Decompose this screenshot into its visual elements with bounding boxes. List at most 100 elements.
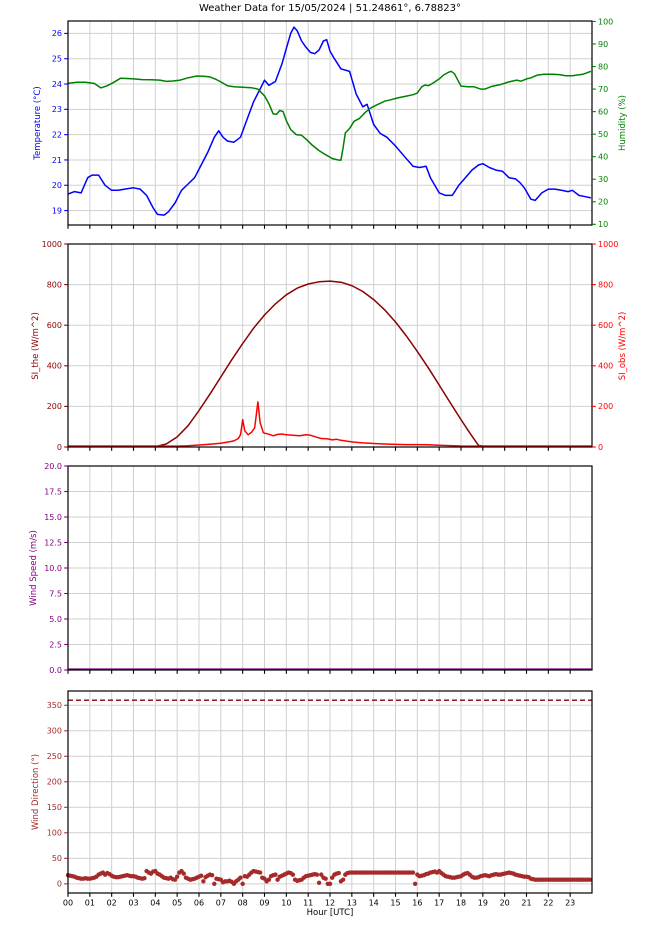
si-obs-axis-label: SI_obs (W/m^2)	[618, 311, 628, 381]
scatter-point	[257, 870, 263, 875]
x-tick-label: 16	[412, 899, 422, 908]
x-tick-label: 13	[347, 899, 357, 908]
series-temperature	[67, 26, 592, 216]
left-tick-label: 10.0	[44, 564, 62, 573]
left-tick-label: 20.0	[44, 462, 62, 471]
x-tick-label: 12	[325, 899, 335, 908]
scatter-point	[319, 872, 324, 877]
scatter-point	[410, 870, 416, 875]
right-tick-label: 400	[598, 362, 613, 371]
figure-title: Weather Data for 15/05/2024 | 51.24861°,…	[198, 3, 462, 14]
x-tick-label: 21	[521, 899, 531, 908]
scatter-point	[314, 872, 320, 877]
si-the-axis-label: SI_the (W/m^2)	[31, 312, 41, 380]
series-humidity	[67, 70, 592, 162]
scatter-point	[181, 871, 186, 876]
x-tick-label: 08	[238, 899, 248, 908]
left-tick-label: 0	[57, 443, 62, 452]
scatter-point	[412, 881, 418, 887]
scatter-point	[329, 875, 335, 880]
x-tick-label: 15	[390, 899, 400, 908]
x-tick-label: 00	[63, 899, 73, 908]
right-tick-label: 600	[598, 321, 613, 330]
x-tick-label: 05	[172, 899, 182, 908]
scatter-point	[273, 872, 278, 877]
series-si_obs	[68, 401, 592, 447]
left-tick-label: 600	[47, 321, 62, 330]
left-tick-label: 2.5	[49, 640, 62, 649]
right-tick-label: 10	[598, 220, 608, 229]
x-tick-label: 17	[434, 899, 444, 908]
x-tick-label: 10	[281, 899, 291, 908]
left-tick-label: 25	[52, 55, 62, 64]
right-tick-label: 30	[598, 175, 608, 184]
temperature-axis-label: Temperature (°C)	[33, 86, 43, 160]
wind-speed-axis-label: Wind Speed (m/s)	[29, 530, 39, 606]
left-tick-label: 800	[47, 280, 62, 289]
subplot-temperature-humidity: 19 20 21 22 23 24 25 26 10 20 30 40 50 60 70 80 90 100	[52, 17, 613, 229]
left-tick-label: 0.0	[49, 666, 62, 675]
x-tick-label: 14	[369, 899, 379, 908]
left-tick-label: 17.5	[44, 487, 62, 496]
x-tick-label: 04	[150, 899, 160, 908]
subplot-wind-direction: 0 50 100 150 200 250 300 350 00 01 02 03 04 05 06 07 08 0…	[47, 690, 593, 908]
scatter-point	[266, 877, 272, 882]
left-tick-label: 400	[47, 362, 62, 371]
left-tick-label: 12.5	[44, 538, 62, 547]
scatter-point	[240, 881, 245, 887]
left-tick-label: 21	[52, 156, 62, 165]
right-tick-label: 0	[598, 443, 603, 452]
right-tick-label: 20	[598, 198, 608, 207]
x-tick-label: 23	[565, 899, 575, 908]
right-tick-label: 60	[598, 107, 608, 116]
right-tick-label: 70	[598, 85, 608, 94]
scatter-point	[316, 880, 322, 885]
scatter-point	[209, 872, 215, 878]
right-tick-label: 80	[598, 62, 608, 71]
left-tick-label: 19	[52, 206, 62, 215]
x-tick-label: 03	[128, 899, 138, 908]
right-tick-label: 800	[598, 280, 613, 289]
x-tick-label: 07	[216, 899, 226, 908]
left-tick-label: 22	[52, 130, 62, 139]
left-tick-label: 7.5	[49, 589, 62, 598]
left-tick-label: 200	[47, 402, 62, 411]
x-tick-label: 19	[478, 899, 488, 908]
left-tick-label: 100	[47, 829, 62, 838]
left-tick-label: 5.0	[49, 615, 62, 624]
left-tick-label: 24	[52, 80, 62, 89]
left-tick-label: 150	[47, 803, 62, 812]
left-tick-label: 20	[52, 181, 62, 190]
scatter-point	[172, 877, 178, 882]
x-axis-label: Hour [UTC]	[306, 908, 354, 918]
x-tick-label: 11	[303, 899, 313, 908]
right-tick-label: 50	[598, 130, 608, 139]
left-tick-label: 1000	[42, 240, 62, 249]
scatter-point	[174, 874, 180, 879]
scatter-point	[336, 870, 341, 876]
left-tick-label: 250	[47, 752, 62, 761]
left-tick-label: 26	[52, 29, 62, 38]
left-tick-label: 50	[52, 854, 62, 863]
x-tick-label: 09	[259, 899, 269, 908]
series-si_the	[68, 280, 592, 447]
left-tick-label: 300	[47, 727, 62, 736]
x-tick-label: 02	[107, 899, 117, 908]
right-tick-label: 90	[598, 40, 608, 49]
left-tick-label: 200	[47, 778, 62, 787]
x-tick-label: 20	[500, 899, 510, 908]
x-tick-label: 18	[456, 899, 466, 908]
right-tick-label: 40	[598, 152, 608, 161]
x-tick-label: 01	[85, 899, 95, 908]
scatter-point	[275, 877, 280, 882]
x-tick-label: 22	[543, 899, 553, 908]
left-tick-label: 15.0	[44, 513, 62, 522]
scatter-point	[323, 876, 328, 881]
right-tick-label: 100	[598, 17, 613, 26]
right-tick-label: 1000	[598, 240, 618, 249]
scatter-point	[587, 877, 593, 882]
wind-direction-axis-label: Wind Direction (°)	[31, 753, 41, 831]
scatter-point	[142, 876, 147, 881]
